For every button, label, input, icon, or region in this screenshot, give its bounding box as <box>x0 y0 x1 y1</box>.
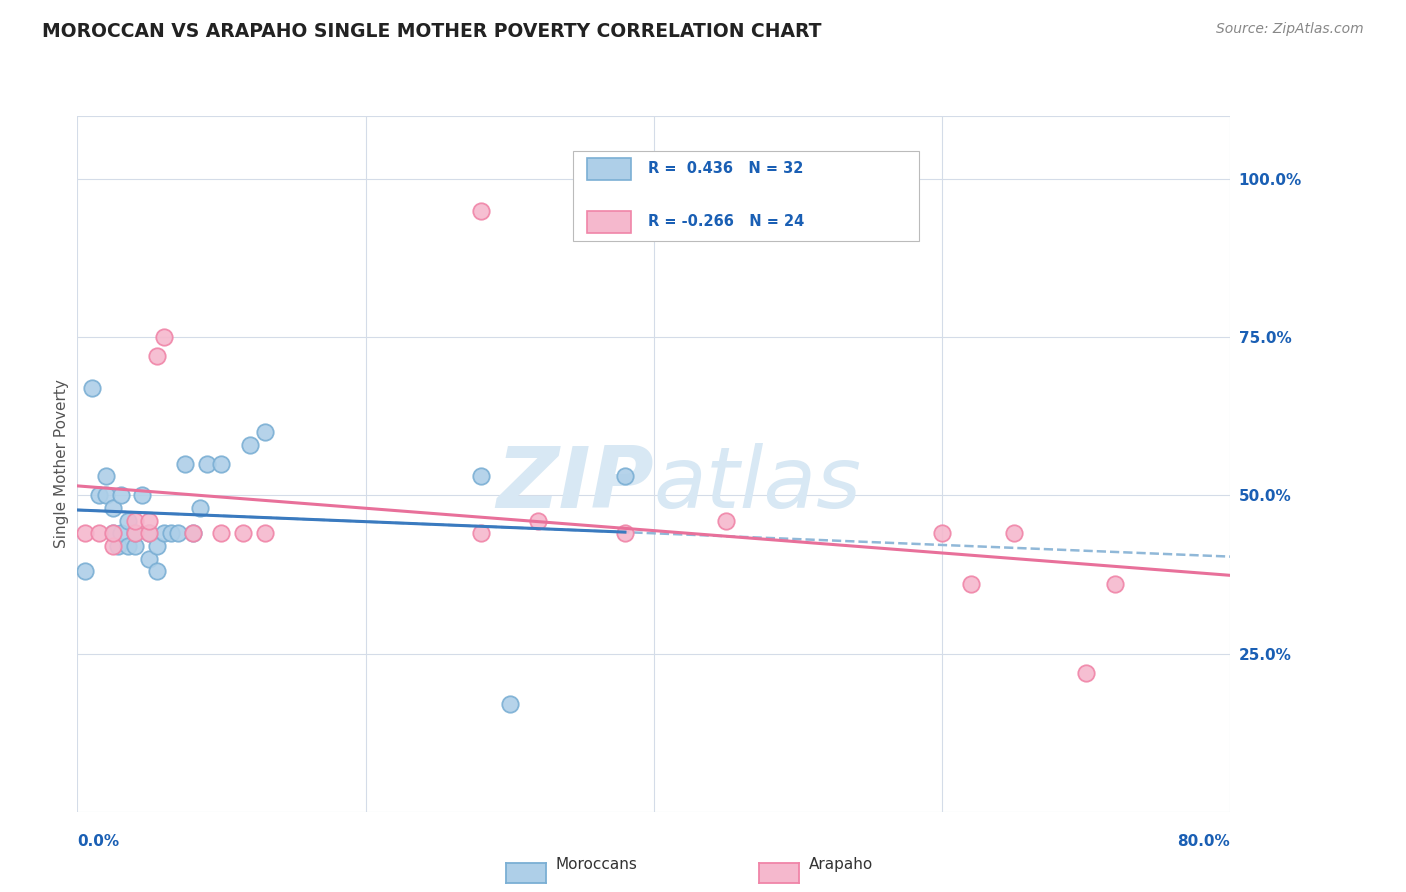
Point <box>931 526 953 541</box>
Point <box>110 488 132 502</box>
Point <box>167 526 190 541</box>
Point <box>124 526 146 541</box>
Point <box>124 539 146 553</box>
Y-axis label: Single Mother Poverty: Single Mother Poverty <box>53 379 69 549</box>
Point <box>239 438 262 452</box>
Point <box>131 488 153 502</box>
Text: 80.0%: 80.0% <box>1177 834 1230 849</box>
Text: 0.0%: 0.0% <box>77 834 120 849</box>
Text: R =  0.436   N = 32: R = 0.436 N = 32 <box>648 161 803 177</box>
Point <box>470 203 492 218</box>
Text: Source: ZipAtlas.com: Source: ZipAtlas.com <box>1216 22 1364 37</box>
Point <box>188 501 211 516</box>
Point <box>181 526 204 541</box>
Point <box>87 488 110 502</box>
Point <box>124 526 146 541</box>
Point <box>153 526 176 541</box>
Point <box>960 577 983 591</box>
Point <box>1076 665 1098 680</box>
Point <box>138 551 160 566</box>
Point <box>614 526 637 541</box>
Point <box>138 514 160 528</box>
Text: Moroccans: Moroccans <box>555 857 637 872</box>
Point <box>145 539 167 553</box>
Point <box>107 539 129 553</box>
Point <box>1104 577 1126 591</box>
Point <box>614 469 637 483</box>
FancyBboxPatch shape <box>586 158 631 180</box>
Text: R = -0.266   N = 24: R = -0.266 N = 24 <box>648 214 804 229</box>
Point <box>124 514 146 528</box>
Point <box>117 539 139 553</box>
Point <box>253 526 276 541</box>
Point <box>714 514 737 528</box>
FancyBboxPatch shape <box>586 211 631 233</box>
Point <box>145 565 167 579</box>
Point <box>96 469 118 483</box>
Point <box>253 425 276 440</box>
Point <box>138 526 160 541</box>
Point <box>145 349 167 363</box>
Point <box>96 488 118 502</box>
Text: atlas: atlas <box>654 443 862 526</box>
Point <box>103 501 125 516</box>
Point <box>470 526 492 541</box>
Point <box>181 526 204 541</box>
Point <box>195 457 218 471</box>
Text: MOROCCAN VS ARAPAHO SINGLE MOTHER POVERTY CORRELATION CHART: MOROCCAN VS ARAPAHO SINGLE MOTHER POVERT… <box>42 22 821 41</box>
Point <box>87 526 110 541</box>
Point <box>211 457 233 471</box>
Point <box>160 526 183 541</box>
Point <box>73 526 96 541</box>
Text: Arapaho: Arapaho <box>808 857 873 872</box>
Point <box>499 697 522 711</box>
Point <box>1002 526 1025 541</box>
Point <box>80 381 103 395</box>
Point <box>110 526 132 541</box>
FancyBboxPatch shape <box>574 151 920 241</box>
Point <box>103 526 125 541</box>
Text: ZIP: ZIP <box>496 443 654 526</box>
Point <box>174 457 197 471</box>
Point <box>117 514 139 528</box>
Point <box>103 526 125 541</box>
Point <box>138 526 160 541</box>
Point <box>73 565 96 579</box>
Point <box>232 526 254 541</box>
Point <box>527 514 550 528</box>
Point <box>153 330 176 344</box>
Point <box>470 469 492 483</box>
Point <box>103 539 125 553</box>
Point <box>211 526 233 541</box>
